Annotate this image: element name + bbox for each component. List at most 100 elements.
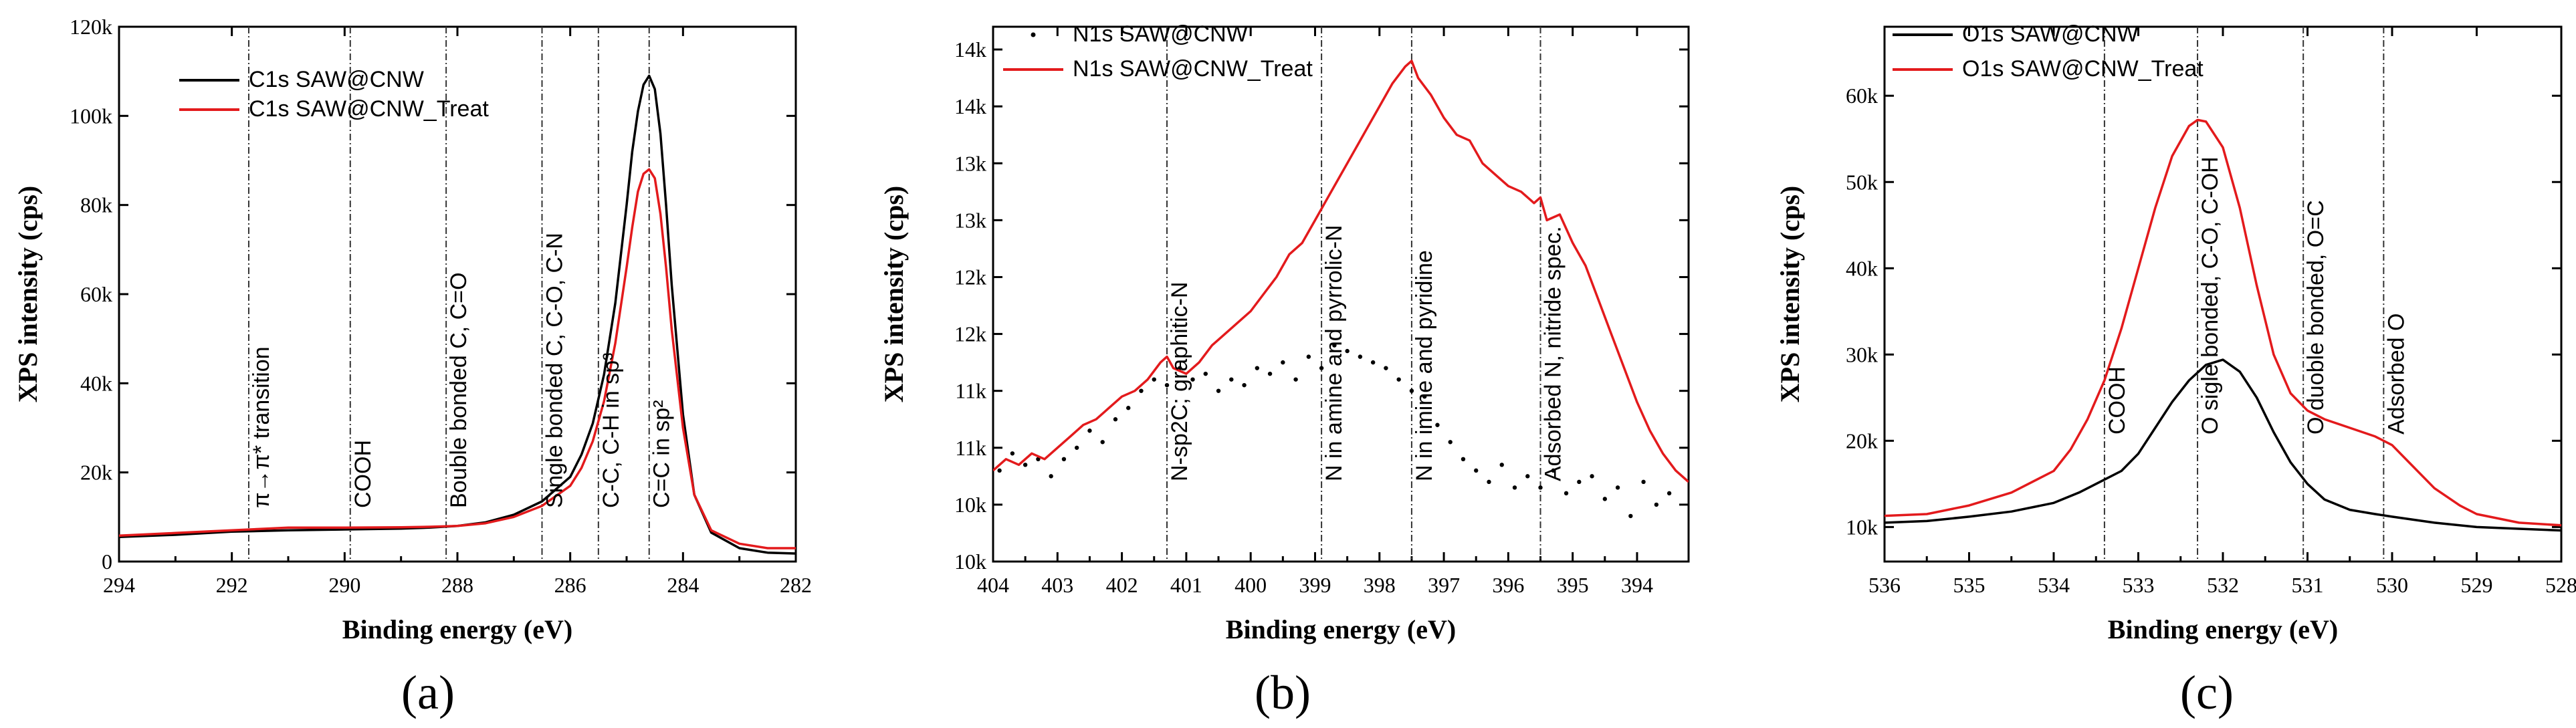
data-point xyxy=(1654,502,1659,507)
x-tick-label: 286 xyxy=(554,573,586,597)
y-tick-label: 20k xyxy=(80,461,112,485)
data-point xyxy=(1319,366,1324,370)
x-tick-label: 529 xyxy=(2461,573,2493,597)
data-series xyxy=(119,74,796,555)
peak-annotation-label: C=C in sp² xyxy=(649,400,675,508)
data-point xyxy=(1074,445,1079,450)
data-point xyxy=(1499,463,1504,467)
data-point xyxy=(1126,406,1131,410)
x-tick-label: 532 xyxy=(2207,573,2239,597)
x-tick-label: 404 xyxy=(977,573,1009,597)
legend-marker xyxy=(1031,32,1036,37)
data-point xyxy=(1216,388,1221,393)
data-point xyxy=(1487,479,1491,485)
series-line xyxy=(1885,358,2561,532)
data-point xyxy=(1409,388,1414,393)
x-tick-label: 401 xyxy=(1170,573,1202,597)
y-tick-label: 100k xyxy=(70,104,112,128)
data-point xyxy=(1474,468,1479,473)
y-tick-label: 13k xyxy=(954,208,986,232)
y-tick-label: 10k xyxy=(954,493,986,517)
series-line xyxy=(119,168,796,550)
x-axis-label: Binding energy (eV) xyxy=(2108,614,2338,644)
y-axis-label: XPS intensity (cps) xyxy=(879,186,909,402)
y-tick-label: 50k xyxy=(1846,170,1878,194)
y-tick-label: 40k xyxy=(1846,256,1878,280)
peak-annotation-label: N in imine and pyridine xyxy=(1412,250,1437,481)
peak-annotation-label: COOH xyxy=(350,440,376,508)
y-axis-label: XPS intensity (cps) xyxy=(1775,186,1805,402)
y-axis-label: XPS intensity (cps) xyxy=(13,186,43,402)
data-point xyxy=(1281,360,1285,365)
legend-label: C1s SAW@CNW_Treat xyxy=(249,96,489,122)
reference-lines xyxy=(1166,27,1541,562)
y-tick-label: 11k xyxy=(955,436,986,460)
axis-ticks: 404 403 402 401 400 399 398 397 396 395 394 10k 10k 1… xyxy=(954,27,1689,597)
data-point xyxy=(1435,422,1440,427)
data-point xyxy=(1551,468,1555,473)
data-point xyxy=(1667,491,1672,496)
x-tick-label: 534 xyxy=(2038,573,2070,597)
x-tick-label: 530 xyxy=(2376,573,2408,597)
data-point xyxy=(1023,463,1028,467)
y-tick-label: 40k xyxy=(80,371,112,395)
y-tick-label: 80k xyxy=(80,193,112,217)
data-point xyxy=(1628,513,1633,519)
data-point xyxy=(1152,377,1156,382)
panel-label: (a) xyxy=(401,666,455,719)
data-point xyxy=(1036,457,1041,462)
plot-frame xyxy=(992,25,1690,563)
x-axis-label: Binding energy (eV) xyxy=(1226,614,1456,644)
data-point xyxy=(1384,366,1388,370)
legend: N1s SAW@CNW N1s SAW@CNW_Treat xyxy=(1003,21,1313,82)
legend-label: N1s SAW@CNW_Treat xyxy=(1073,56,1313,82)
peak-annotations: COOH O sigle bonded, C-O, C-OH O duoble bo… xyxy=(2105,156,2409,435)
x-tick-label: 528 xyxy=(2545,573,2576,597)
y-tick-label: 14k xyxy=(954,37,986,62)
x-tick-label: 398 xyxy=(1364,573,1396,597)
legend-label: N1s SAW@CNW xyxy=(1073,21,1248,47)
data-point xyxy=(1255,366,1260,370)
x-tick-label: 395 xyxy=(1557,573,1589,597)
y-tick-label: 10k xyxy=(1846,515,1878,539)
x-tick-label: 533 xyxy=(2123,573,2155,597)
data-point xyxy=(1396,377,1401,382)
y-tick-label: 30k xyxy=(1846,342,1878,366)
y-tick-label: 120k xyxy=(70,15,112,39)
x-tick-label: 400 xyxy=(1235,573,1267,597)
x-tick-label: 394 xyxy=(1621,573,1653,597)
x-tick-label: 284 xyxy=(667,573,699,597)
data-point xyxy=(1267,371,1273,376)
data-point xyxy=(1602,497,1608,501)
panel-c-chart: 536 535 534 533 532 531 530 529 528 10k 20k 30k 40k 5… xyxy=(1775,21,2576,719)
data-point xyxy=(1370,360,1376,365)
data-point xyxy=(1512,485,1517,490)
axis-ticks: 536 535 534 533 532 531 530 529 528 10k 20k 30k 40k 5… xyxy=(1846,27,2576,597)
series-line xyxy=(119,74,796,555)
y-tick-label: 0 xyxy=(102,550,112,574)
data-point xyxy=(1448,440,1453,445)
x-tick-label: 536 xyxy=(1868,573,1901,597)
panel-a-chart: 294 292 290 288 286 284 282 0 20k 40k 60k 80k 100k 12… xyxy=(13,15,812,719)
data-point xyxy=(1087,429,1092,433)
y-tick-label: 60k xyxy=(80,282,112,306)
x-axis-label: Binding energy (eV) xyxy=(342,614,572,644)
series-line xyxy=(1885,118,2561,527)
data-point xyxy=(1615,485,1620,490)
panel-label: (b) xyxy=(1255,666,1311,719)
x-tick-label: 396 xyxy=(1492,573,1524,597)
x-tick-label: 402 xyxy=(1106,573,1138,597)
data-point xyxy=(1306,354,1311,359)
data-point xyxy=(1577,479,1582,485)
x-tick-label: 290 xyxy=(328,573,360,597)
x-tick-label: 292 xyxy=(216,573,248,597)
legend-label: O1s SAW@CNW xyxy=(1962,21,2139,47)
data-point xyxy=(997,468,1002,473)
peak-annotation-label: Bouble bonded C, C=O xyxy=(446,272,471,508)
data-point xyxy=(1641,479,1646,485)
data-point xyxy=(1229,377,1234,382)
x-tick-label: 288 xyxy=(441,573,473,597)
peak-annotation-label: O sigle bonded, C-O, C-OH xyxy=(2197,156,2223,435)
peak-annotation-label: Adsorbed O xyxy=(2383,314,2409,435)
